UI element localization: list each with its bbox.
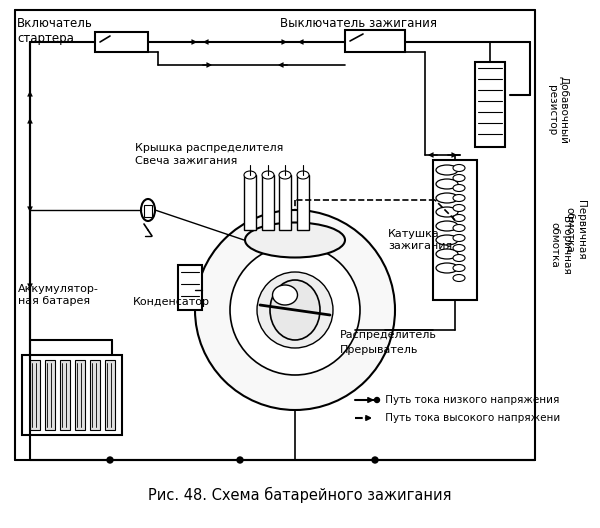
Circle shape	[107, 457, 113, 463]
Bar	[178, 265, 202, 310]
Text: Прерыватель: Прерыватель	[340, 345, 418, 355]
Circle shape	[230, 245, 360, 375]
Ellipse shape	[279, 171, 291, 179]
Bar	[475, 62, 505, 147]
Ellipse shape	[453, 254, 465, 261]
Text: Первичная
обмотка: Первичная обмотка	[564, 200, 586, 260]
Text: Путь тока высокого напряжени: Путь тока высокого напряжени	[382, 413, 560, 423]
Bar	[45, 360, 55, 430]
Circle shape	[374, 398, 380, 402]
Text: Конденсатор: Конденсатор	[133, 297, 210, 307]
Circle shape	[280, 295, 310, 325]
Ellipse shape	[270, 280, 320, 340]
Ellipse shape	[245, 222, 345, 258]
Text: Включатель
стартера: Включатель стартера	[17, 17, 93, 45]
Bar	[433, 160, 477, 300]
Bar	[279, 175, 291, 230]
Text: Крышка распределителя: Крышка распределителя	[135, 143, 283, 153]
Ellipse shape	[453, 194, 465, 202]
Text: Рис. 48. Схема батарейного зажигания: Рис. 48. Схема батарейного зажигания	[148, 487, 452, 503]
Ellipse shape	[272, 285, 298, 305]
Ellipse shape	[453, 184, 465, 192]
Ellipse shape	[436, 207, 458, 217]
Ellipse shape	[453, 234, 465, 241]
Ellipse shape	[453, 204, 465, 212]
Text: Катушка
зажигания: Катушка зажигания	[388, 229, 452, 251]
Circle shape	[257, 272, 333, 348]
Circle shape	[195, 210, 395, 410]
Ellipse shape	[436, 235, 458, 245]
Ellipse shape	[436, 221, 458, 231]
Text: Аккумулятор-
ная батарея: Аккумулятор- ная батарея	[18, 284, 99, 306]
Ellipse shape	[244, 171, 256, 179]
Bar	[75, 360, 85, 430]
Text: Вторичная
обмотка: Вторичная обмотка	[549, 215, 571, 275]
Bar	[60, 360, 70, 430]
Ellipse shape	[453, 165, 465, 172]
Bar	[22, 355, 122, 435]
Bar	[262, 175, 274, 230]
Ellipse shape	[453, 275, 465, 281]
Ellipse shape	[453, 265, 465, 271]
Ellipse shape	[141, 199, 155, 221]
Bar	[244, 175, 256, 230]
Bar	[297, 175, 309, 230]
Ellipse shape	[262, 171, 274, 179]
Text: Добавочный
резистор: Добавочный резистор	[547, 76, 569, 144]
Bar	[90, 360, 100, 430]
Bar	[105, 360, 115, 430]
Ellipse shape	[436, 193, 458, 203]
Ellipse shape	[436, 165, 458, 175]
Ellipse shape	[453, 244, 465, 251]
Ellipse shape	[453, 214, 465, 222]
Text: Свеча зажигания: Свеча зажигания	[135, 156, 238, 166]
Text: Распределитель: Распределитель	[340, 330, 437, 340]
Ellipse shape	[436, 179, 458, 189]
Circle shape	[372, 457, 378, 463]
Bar	[345, 30, 405, 52]
Text: Выключатель зажигания: Выключатель зажигания	[280, 17, 437, 30]
Ellipse shape	[436, 249, 458, 259]
Text: Путь тока низкого напряжения: Путь тока низкого напряжения	[382, 395, 559, 405]
Bar	[30, 360, 40, 430]
Ellipse shape	[436, 263, 458, 273]
Circle shape	[237, 457, 243, 463]
Ellipse shape	[297, 171, 309, 179]
Ellipse shape	[453, 174, 465, 182]
Bar	[144, 205, 152, 217]
Ellipse shape	[453, 224, 465, 231]
Bar	[95, 32, 148, 52]
